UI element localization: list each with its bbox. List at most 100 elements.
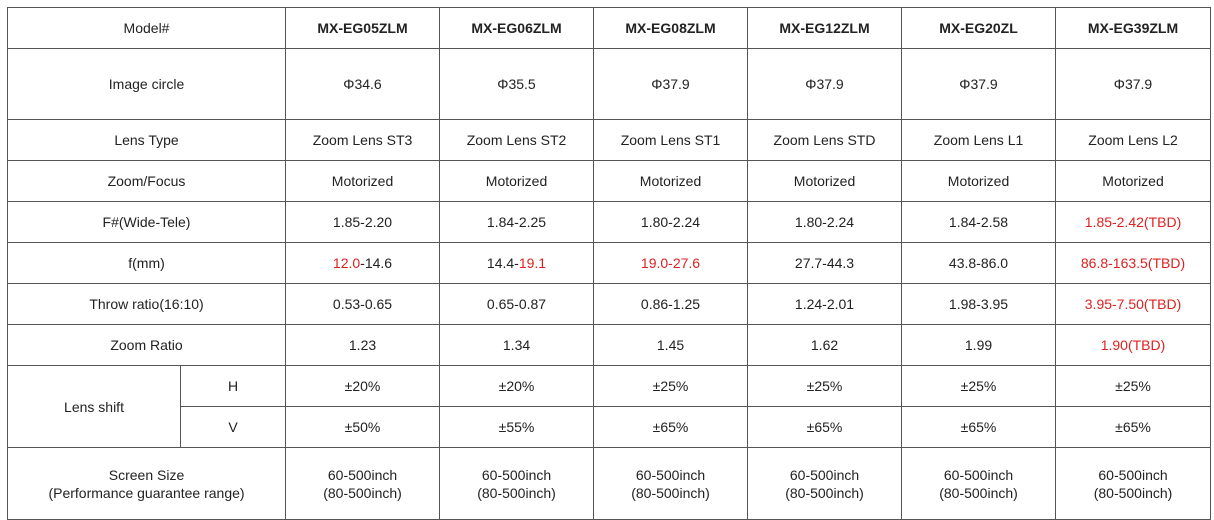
cell-value-highlight: 1.85-2.42(TBD) (1055, 201, 1212, 243)
cell-value: Motorized (901, 160, 1057, 202)
cell-value: 0.65-0.87 (439, 283, 595, 325)
cell-value: 60-500inch (80-500inch) (1055, 447, 1212, 520)
cell-value: ±50% (285, 406, 441, 448)
value-line: 60-500inch (943, 466, 1014, 483)
cell-value: Motorized (747, 160, 903, 202)
cell-value: 1.84-2.58 (901, 201, 1057, 243)
value-part: -14.6 (360, 255, 393, 271)
zoom-focus-row: Zoom/Focus Motorized Motorized Motorized… (6, 160, 1212, 202)
value-line: (80-500inch) (939, 484, 1018, 501)
cell-value: 60-500inch (80-500inch) (593, 447, 749, 520)
value-part-highlight: 19.1 (518, 255, 547, 271)
cell-value: Φ34.6 (285, 48, 441, 120)
cell-value: ±65% (747, 406, 903, 448)
value-line: 60-500inch (327, 466, 398, 483)
row-label: Lens shift (7, 365, 181, 448)
cell-value-highlight: 3.95-7.50(TBD) (1055, 283, 1212, 325)
model-name: MX-EG12ZLM (747, 7, 903, 49)
cell-value: ±25% (1055, 365, 1212, 407)
value-part: 43.8-86.0 (948, 255, 1009, 271)
focal-length-row: f(mm) 12.0-14.6 14.4-19.1 19.0-27.6 27.7… (6, 242, 1212, 284)
cell-value: Zoom Lens ST1 (593, 119, 749, 161)
model-name: MX-EG06ZLM (439, 7, 595, 49)
cell-value: 43.8-86.0 (901, 242, 1057, 284)
throw-ratio-row: Throw ratio(16:10) 0.53-0.65 0.65-0.87 0… (6, 283, 1212, 325)
cell-value: Motorized (1055, 160, 1212, 202)
cell-value: Zoom Lens L1 (901, 119, 1057, 161)
value-part-highlight: 19.0-27.6 (640, 255, 701, 271)
model-name: MX-EG39ZLM (1055, 7, 1212, 49)
model-name: MX-EG08ZLM (593, 7, 749, 49)
row-label: Lens Type (6, 119, 287, 161)
label-line: Screen Size (108, 466, 185, 483)
row-label: Zoom Ratio (6, 324, 287, 366)
cell-value: 60-500inch (80-500inch) (439, 447, 595, 520)
cell-value: ±20% (439, 365, 595, 407)
row-label: Image circle (6, 48, 287, 120)
cell-value: Φ37.9 (747, 48, 903, 120)
cell-value: Zoom Lens ST3 (285, 119, 441, 161)
cell-value: Motorized (593, 160, 749, 202)
sub-label: H (179, 365, 287, 407)
cell-value: Φ37.9 (1055, 48, 1212, 120)
row-label: f(mm) (6, 242, 287, 284)
cell-value: 1.99 (901, 324, 1057, 366)
value-line: (80-500inch) (785, 484, 864, 501)
value-part-highlight: 86.8-163.5(TBD) (1080, 255, 1186, 271)
cell-value: 27.7-44.3 (747, 242, 903, 284)
value-line: (80-500inch) (323, 484, 402, 501)
cell-value: Motorized (285, 160, 441, 202)
lens-shift-v-row: V ±50% ±55% ±65% ±65% ±65% ±65% (8, 406, 1212, 448)
cell-value: 1.24-2.01 (747, 283, 903, 325)
cell-value: ±65% (593, 406, 749, 448)
cell-value: 1.34 (439, 324, 595, 366)
value-line: 60-500inch (635, 466, 706, 483)
lens-type-row: Lens Type Zoom Lens ST3 Zoom Lens ST2 Zo… (6, 119, 1212, 161)
cell-value: 60-500inch (80-500inch) (285, 447, 441, 520)
cell-value: Φ37.9 (593, 48, 749, 120)
model-name: MX-EG05ZLM (285, 7, 441, 49)
cell-value: ±25% (593, 365, 749, 407)
lens-spec-table: Model# MX-EG05ZLM MX-EG06ZLM MX-EG08ZLM … (6, 7, 1212, 520)
zoom-ratio-row: Zoom Ratio 1.23 1.34 1.45 1.62 1.99 1.90… (6, 324, 1212, 366)
model-label: Model# (6, 7, 287, 49)
cell-value: 1.45 (593, 324, 749, 366)
cell-value: Zoom Lens L2 (1055, 119, 1212, 161)
cell-value: Zoom Lens ST2 (439, 119, 595, 161)
cell-value: 1.85-2.20 (285, 201, 441, 243)
cell-value: Φ37.9 (901, 48, 1057, 120)
cell-value: 0.86-1.25 (593, 283, 749, 325)
cell-value: 0.53-0.65 (285, 283, 441, 325)
value-line: 60-500inch (481, 466, 552, 483)
cell-value: Motorized (439, 160, 595, 202)
cell-value: Zoom Lens STD (747, 119, 903, 161)
cell-value: 60-500inch (80-500inch) (901, 447, 1057, 520)
cell-value: 60-500inch (80-500inch) (747, 447, 903, 520)
cell-value: ±20% (285, 365, 441, 407)
model-name: MX-EG20ZL (901, 7, 1057, 49)
row-label: F#(Wide-Tele) (6, 201, 287, 243)
value-line: (80-500inch) (1093, 484, 1173, 501)
cell-value: ±65% (1055, 406, 1212, 448)
value-line: (80-500inch) (477, 484, 556, 501)
value-part: 14.4- (486, 255, 519, 271)
cell-value: 1.80-2.24 (593, 201, 749, 243)
value-line: 60-500inch (789, 466, 860, 483)
header-row: Model# MX-EG05ZLM MX-EG06ZLM MX-EG08ZLM … (6, 7, 1212, 49)
lens-shift-h-row: Lens shift H ±20% ±20% ±25% ±25% ±25% ±2… (7, 365, 1212, 448)
cell-value: 86.8-163.5(TBD) (1055, 242, 1212, 284)
screen-size-row: Screen Size (Performance guarantee range)… (6, 447, 1212, 520)
sub-label: V (179, 406, 287, 448)
row-label: Screen Size (Performance guarantee range) (6, 447, 287, 520)
value-part: 27.7-44.3 (794, 255, 855, 271)
cell-value: ±25% (901, 365, 1057, 407)
cell-value: 1.98-3.95 (901, 283, 1057, 325)
f-number-row: F#(Wide-Tele) 1.85-2.20 1.84-2.25 1.80-2… (6, 201, 1212, 243)
cell-value: 1.84-2.25 (439, 201, 595, 243)
cell-value: 1.80-2.24 (747, 201, 903, 243)
cell-value-highlight: 1.90(TBD) (1055, 324, 1212, 366)
cell-value: 14.4-19.1 (439, 242, 595, 284)
value-part-highlight: 12.0 (332, 255, 361, 271)
cell-value: ±55% (439, 406, 595, 448)
value-line: 60-500inch (1098, 466, 1168, 483)
